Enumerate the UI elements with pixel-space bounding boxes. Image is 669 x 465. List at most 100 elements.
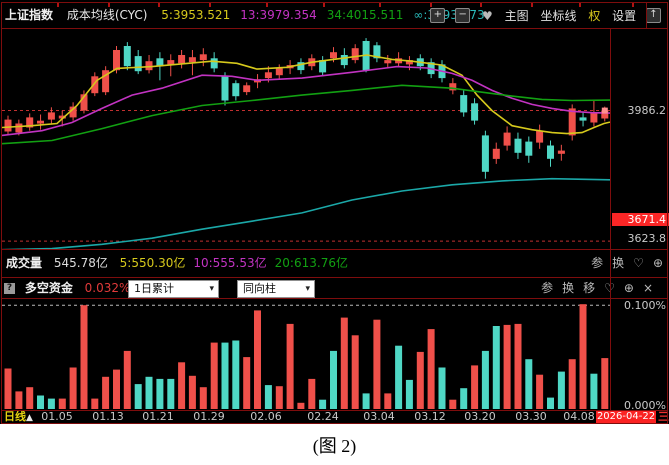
- indicator-bar: [113, 369, 120, 409]
- favorite-icon[interactable]: ♥: [482, 8, 493, 23]
- date-tick-label: 01.13: [92, 410, 124, 423]
- date-tick-label: 03.04: [363, 410, 395, 423]
- indicator-bar: [167, 378, 175, 409]
- accumulation-select[interactable]: 1日累计 ▾: [128, 280, 219, 298]
- indicator-bar: [416, 351, 424, 409]
- params-button[interactable]: 参: [541, 281, 554, 295]
- topbar-divider: [646, 2, 647, 28]
- move-button[interactable]: 移: [583, 281, 596, 295]
- settings-menu[interactable]: 设置: [612, 8, 637, 23]
- date-tick-label: 02.24: [307, 410, 339, 423]
- figure-caption: (图 2): [312, 436, 357, 456]
- candle-body: [134, 56, 142, 72]
- frame-left: [1, 2, 2, 424]
- axis-tick: [480, 3, 482, 7]
- cost34-line: [2, 84, 610, 145]
- candle-body: [319, 60, 327, 73]
- indicator-bar: [69, 367, 77, 409]
- volume-ma-values: 5:550.30亿 10:555.53亿 20:613.76亿: [112, 256, 348, 270]
- date-tick-label: 01.05: [41, 410, 73, 423]
- volume-ma-value: 5:550.30亿: [119, 256, 186, 270]
- candle-body: [395, 58, 403, 64]
- close-icon[interactable]: ×: [642, 281, 653, 295]
- current-price-marker: [601, 107, 608, 114]
- cost-line-value: 5:3953.521: [161, 8, 231, 22]
- cost-inf-line: [2, 177, 610, 249]
- stock-chart-window: 上证指数 成本均线(CYC) 5:3953.521 13:3979.354 34:4…: [0, 0, 669, 424]
- candle-body: [579, 117, 587, 121]
- candle-body: [4, 119, 12, 132]
- candle-body: [199, 54, 207, 61]
- cost5-line: [2, 54, 610, 135]
- candle-body: [232, 83, 240, 97]
- indicator-bar: [351, 335, 359, 409]
- candle-body: [145, 61, 153, 71]
- index-name[interactable]: 上证指数: [5, 8, 54, 22]
- period-selector[interactable]: 日线▲: [4, 410, 33, 424]
- favorite-outline-icon[interactable]: ♡: [604, 281, 615, 295]
- candle-body: [156, 58, 164, 67]
- frame-right: [667, 2, 668, 424]
- indicator-name[interactable]: 成本均线(CYC): [66, 8, 148, 22]
- indicator-bar: [264, 385, 272, 409]
- candle-body: [492, 148, 500, 159]
- indicator-bar: [492, 326, 500, 409]
- rights-adjust-menu[interactable]: 权: [588, 8, 601, 23]
- indicator-axis-top: 0.100%: [624, 299, 666, 312]
- zoom-out-button[interactable]: −: [455, 8, 471, 23]
- frame-line: [1, 298, 668, 299]
- date-tick-label: 02.06: [250, 410, 282, 423]
- date-tick-label: 04.08: [563, 410, 595, 423]
- indicator-bar: [15, 391, 23, 409]
- candle-body: [460, 95, 468, 113]
- main-price-plot[interactable]: [2, 28, 610, 249]
- axis-tick: [379, 3, 381, 7]
- indicator-bar: [91, 398, 99, 409]
- frame-line: [1, 28, 668, 29]
- candle-body: [167, 60, 175, 65]
- candle-body: [91, 76, 99, 94]
- indicator-bar: [460, 388, 468, 409]
- axis-tick: [57, 3, 59, 7]
- indicator-title[interactable]: 多空资金: [24, 281, 73, 295]
- candle-body: [471, 103, 479, 121]
- weekday-label: 三: [658, 410, 669, 423]
- switch-button[interactable]: 换: [612, 256, 625, 270]
- help-icon[interactable]: ?: [4, 283, 15, 294]
- candle-body: [405, 60, 413, 65]
- candle-body: [449, 83, 457, 91]
- indicator-bar: [188, 375, 196, 409]
- indicator-bar: [123, 350, 131, 409]
- volume-title[interactable]: 成交量: [6, 256, 43, 270]
- candle-body: [481, 135, 489, 172]
- candle-body: [243, 85, 251, 93]
- indicator-plot[interactable]: [2, 298, 610, 410]
- main-chart-menu[interactable]: 主图: [504, 8, 529, 23]
- candle-body: [601, 110, 609, 119]
- candle-body: [113, 50, 120, 71]
- candle-body: [37, 120, 44, 124]
- candle-body: [69, 106, 77, 118]
- cost-line-value: 13:3979.354: [240, 8, 317, 22]
- favorite-outline-icon[interactable]: ♡: [633, 256, 644, 270]
- candle-body: [221, 76, 229, 101]
- candle-body: [525, 141, 533, 156]
- frame-line: [1, 277, 668, 278]
- zoom-icon[interactable]: ⊕: [652, 256, 663, 270]
- coordinate-grid-menu[interactable]: 坐标线: [540, 8, 577, 23]
- indicator-bar: [26, 387, 34, 409]
- axis-tick: [579, 3, 581, 7]
- axis-tick: [209, 3, 211, 7]
- zoom-in-button[interactable]: +: [430, 8, 446, 23]
- params-button[interactable]: 参: [591, 256, 604, 270]
- candle-body: [178, 55, 186, 64]
- cost13-line: [2, 65, 610, 137]
- candle-body: [536, 130, 544, 143]
- bar-style-select[interactable]: 同向柱 ▾: [237, 280, 315, 298]
- indicator-bar: [210, 342, 218, 409]
- indicator-bar: [449, 399, 457, 409]
- switch-button[interactable]: 换: [562, 281, 575, 295]
- zoom-icon[interactable]: ⊕: [623, 281, 634, 295]
- candle-body: [102, 70, 110, 93]
- collapse-button[interactable]: ↑: [646, 8, 661, 23]
